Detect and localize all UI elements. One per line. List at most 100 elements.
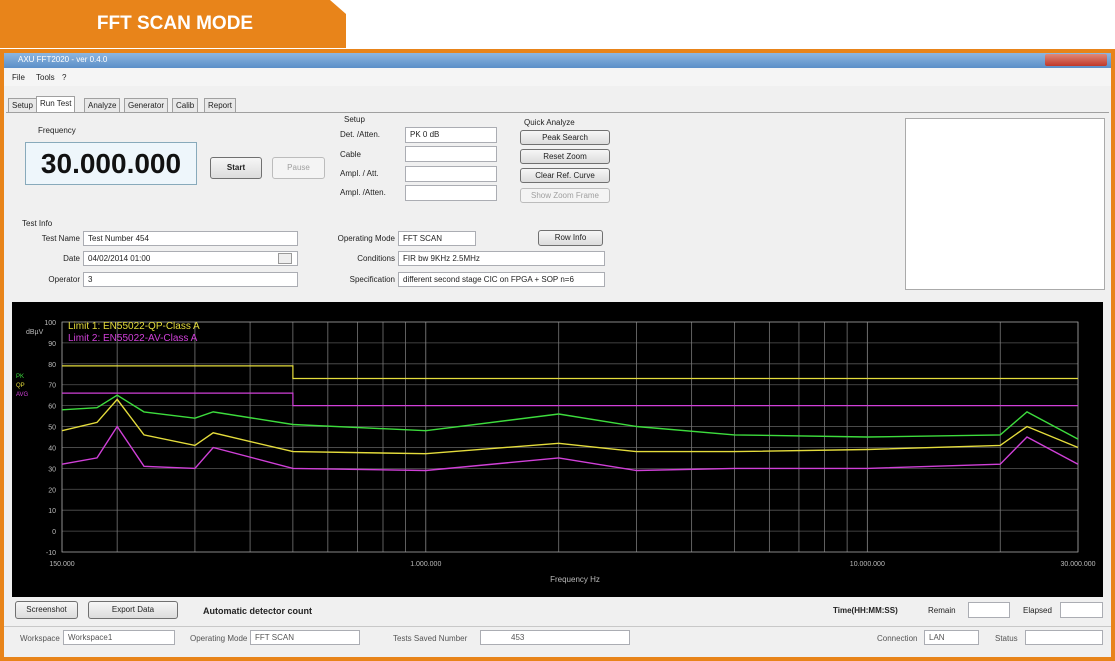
y-tick-label: 60 xyxy=(48,404,56,411)
y-tick-label: 50 xyxy=(48,425,56,432)
elapsed-label: Elapsed xyxy=(1023,606,1052,615)
window-title: AXU FFT2020 - ver 0.4.0 xyxy=(18,55,108,64)
detector-label: QP xyxy=(16,383,25,389)
window-controls[interactable] xyxy=(1045,54,1107,66)
y-tick-label: 90 xyxy=(48,341,56,348)
remain-field xyxy=(968,602,1010,618)
elapsed-field xyxy=(1060,602,1103,618)
x-tick-label: 1.000.000 xyxy=(410,561,441,568)
start-button[interactable]: Start xyxy=(210,157,262,179)
test-info-label: Test Name xyxy=(41,234,80,243)
detector-label: AVG xyxy=(16,392,29,398)
menu-item[interactable]: File xyxy=(12,73,25,82)
y-tick-label: 40 xyxy=(48,445,56,452)
limit-line xyxy=(62,365,1078,380)
quick-button[interactable]: Show Zoom Frame xyxy=(520,188,610,203)
test-info-label: Operator xyxy=(48,275,80,284)
frequency-value: 30.000.000 xyxy=(25,142,197,185)
y-tick-label: 80 xyxy=(48,362,56,369)
spectrum-plot: dBµV Frequency Hz 1009080706050403020100… xyxy=(12,302,1103,597)
status-label: Status xyxy=(995,634,1018,643)
tab-line xyxy=(6,112,1109,113)
frequency-label: Frequency xyxy=(38,126,76,135)
setup-field[interactable] xyxy=(405,146,497,162)
x-tick-label: 150.000 xyxy=(49,561,74,568)
setup-label: Cable xyxy=(340,150,361,159)
title-bar: AXU FFT2020 - ver 0.4.0 xyxy=(4,53,1111,68)
header-shape xyxy=(0,0,346,48)
status-label: Connection xyxy=(877,634,918,643)
setup-field[interactable] xyxy=(405,166,497,182)
run-info-field[interactable]: FFT SCAN xyxy=(398,231,476,246)
tab[interactable]: Analyze xyxy=(84,98,121,112)
x-axis-label: Frequency Hz xyxy=(550,575,600,584)
trace xyxy=(61,394,1079,440)
y-axis-label: dBµV xyxy=(26,329,44,336)
y-tick-label: 10 xyxy=(48,508,56,515)
menu-bar: File Tools ? xyxy=(4,68,1111,86)
row-info-button[interactable]: Row Info xyxy=(538,230,603,246)
time-label: Time(HH:MM:SS) xyxy=(833,606,898,615)
remain-label: Remain xyxy=(928,606,956,615)
detector-message: Automatic detector count xyxy=(203,606,313,616)
trace xyxy=(61,425,1079,472)
status-field: 453 xyxy=(480,630,630,645)
status-field: LAN xyxy=(924,630,979,645)
status-label: Tests Saved Number xyxy=(393,634,468,643)
status-separator xyxy=(4,626,1111,627)
menu-item[interactable]: ? xyxy=(62,73,67,82)
quick-button[interactable]: Reset Zoom xyxy=(520,149,610,164)
legend-entry: Limit 1: EN55022-QP-Class A xyxy=(68,321,200,332)
preview-panel xyxy=(905,118,1105,290)
status-field: FFT SCAN xyxy=(250,630,360,645)
setup-field[interactable]: PK 0 dB xyxy=(405,127,497,143)
x-tick-label: 30.000.000 xyxy=(1060,561,1095,568)
status-label: Workspace xyxy=(20,634,60,643)
y-tick-label: 70 xyxy=(48,383,56,390)
tab[interactable]: Report xyxy=(204,98,237,112)
pause-button[interactable]: Pause xyxy=(272,157,325,179)
quick-analyze-title: Quick Analyze xyxy=(524,118,575,127)
tab[interactable]: Generator xyxy=(124,98,169,112)
plot-frame xyxy=(61,321,1079,553)
status-field xyxy=(1025,630,1103,645)
setup-label: Ampl. /Atten. xyxy=(340,188,386,197)
header-tab: FFT SCAN MODE xyxy=(0,0,346,48)
test-info-label: Date xyxy=(63,254,80,263)
y-tick-label: 0 xyxy=(52,529,56,536)
run-info-field[interactable]: FIR bw 9KHz 2.5MHz xyxy=(398,251,605,266)
y-tick-label: -10 xyxy=(46,550,56,557)
tab[interactable]: Setup xyxy=(8,98,37,112)
date-dropdown[interactable] xyxy=(278,253,292,264)
test-info-field[interactable]: 04/02/2014 01:00 xyxy=(83,251,298,266)
y-tick-label: 20 xyxy=(48,487,56,494)
x-tick-label: 10.000.000 xyxy=(850,561,885,568)
setup-field[interactable] xyxy=(405,185,497,201)
run-info-label: Specification xyxy=(349,275,395,284)
test-info-field[interactable]: Test Number 454 xyxy=(83,231,298,246)
y-tick-label: 100 xyxy=(44,320,56,327)
trace xyxy=(61,398,1079,455)
run-info-label: Operating Mode xyxy=(337,234,395,243)
tab[interactable]: Calib xyxy=(172,98,199,112)
setup-label: Det. /Atten. xyxy=(340,130,381,139)
detector-label: PK xyxy=(16,374,24,380)
test-info-title: Test Info xyxy=(22,219,53,228)
tab[interactable]: Run Test xyxy=(36,96,76,113)
setup-label: Ampl. / Att. xyxy=(340,169,379,178)
y-tick-label: 30 xyxy=(48,466,56,473)
status-label: Operating Mode xyxy=(190,634,248,643)
setup-title: Setup xyxy=(344,115,365,124)
screenshot-button[interactable]: Screenshot xyxy=(15,601,78,619)
status-field: Workspace1 xyxy=(63,630,175,645)
run-info-label: Conditions xyxy=(357,254,395,263)
menu-item[interactable]: Tools xyxy=(36,73,55,82)
test-info-field[interactable]: 3 xyxy=(83,272,298,287)
quick-button[interactable]: Clear Ref. Curve xyxy=(520,168,610,183)
export-button[interactable]: Export Data xyxy=(88,601,178,619)
quick-button[interactable]: Peak Search xyxy=(520,130,610,145)
legend-entry: Limit 2: EN55022-AV-Class A xyxy=(68,333,198,344)
limit-line xyxy=(62,392,1078,407)
run-info-field[interactable]: different second stage CIC on FPGA + SOP… xyxy=(398,272,605,287)
